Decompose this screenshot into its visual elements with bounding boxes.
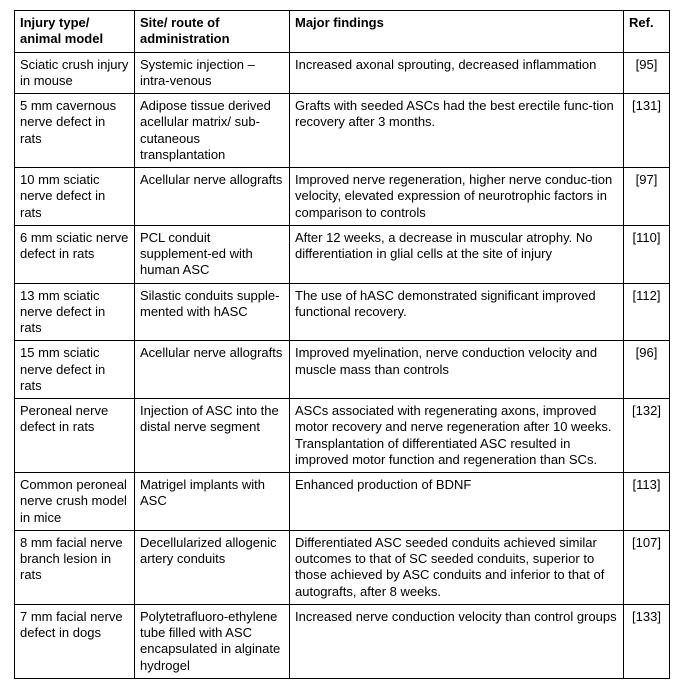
cell-site: Silastic conduits supple-mented with hAS…	[135, 283, 290, 341]
cell-site: Adipose tissue derived acellular matrix/…	[135, 94, 290, 168]
cell-findings: Improved nerve regeneration, higher nerv…	[290, 168, 624, 226]
cell-model: 5 mm cavernous nerve defect in rats	[15, 94, 135, 168]
cell-site: Acellular nerve allografts	[135, 168, 290, 226]
cell-model: Peroneal nerve defect in rats	[15, 399, 135, 473]
cell-findings: The use of hASC demonstrated significant…	[290, 283, 624, 341]
cell-site: Acellular nerve allografts	[135, 341, 290, 399]
cell-model: Common peroneal nerve crush model in mic…	[15, 473, 135, 531]
cell-ref: [107]	[624, 530, 670, 604]
cell-findings: Improved myelination, nerve conduction v…	[290, 341, 624, 399]
table-row: 7 mm facial nerve defect in dogsPolytetr…	[15, 604, 670, 678]
cell-findings: ASCs associated with regenerating axons,…	[290, 399, 624, 473]
table-row: 6 mm sciatic nerve defect in ratsPCL con…	[15, 225, 670, 283]
cell-ref: [132]	[624, 399, 670, 473]
table-row: Sciatic crush injury in mouseSystemic in…	[15, 52, 670, 94]
col-header-site: Site/ route of administration	[135, 11, 290, 53]
table-row: 8 mm facial nerve branch lesion in ratsD…	[15, 530, 670, 604]
table-row: Common peroneal nerve crush model in mic…	[15, 473, 670, 531]
cell-model: 10 mm sciatic nerve defect in rats	[15, 168, 135, 226]
table-body: Sciatic crush injury in mouseSystemic in…	[15, 52, 670, 678]
cell-findings: Increased nerve conduction velocity than…	[290, 604, 624, 678]
table-row: 5 mm cavernous nerve defect in ratsAdipo…	[15, 94, 670, 168]
cell-findings: Enhanced production of BDNF	[290, 473, 624, 531]
cell-ref: [96]	[624, 341, 670, 399]
cell-findings: After 12 weeks, a decrease in muscular a…	[290, 225, 624, 283]
cell-site: Decellularized allogenic artery conduits	[135, 530, 290, 604]
cell-site: Polytetrafluoro-ethylene tube filled wit…	[135, 604, 290, 678]
cell-model: 8 mm facial nerve branch lesion in rats	[15, 530, 135, 604]
col-header-findings: Major findings	[290, 11, 624, 53]
cell-model: 6 mm sciatic nerve defect in rats	[15, 225, 135, 283]
cell-model: Sciatic crush injury in mouse	[15, 52, 135, 94]
cell-site: Matrigel implants with ASC	[135, 473, 290, 531]
table-head: Injury type/ animal model Site/ route of…	[15, 11, 670, 53]
table-row: 13 mm sciatic nerve defect in ratsSilast…	[15, 283, 670, 341]
cell-model: 7 mm facial nerve defect in dogs	[15, 604, 135, 678]
cell-model: 13 mm sciatic nerve defect in rats	[15, 283, 135, 341]
cell-ref: [131]	[624, 94, 670, 168]
col-header-ref: Ref.	[624, 11, 670, 53]
study-table: Injury type/ animal model Site/ route of…	[14, 10, 670, 679]
cell-findings: Differentiated ASC seeded conduits achie…	[290, 530, 624, 604]
table-container: Injury type/ animal model Site/ route of…	[0, 0, 684, 693]
cell-findings: Grafts with seeded ASCs had the best ere…	[290, 94, 624, 168]
cell-ref: [112]	[624, 283, 670, 341]
cell-model: 15 mm sciatic nerve defect in rats	[15, 341, 135, 399]
table-row: Peroneal nerve defect in ratsInjection o…	[15, 399, 670, 473]
cell-ref: [113]	[624, 473, 670, 531]
cell-findings: Increased axonal sprouting, decreased in…	[290, 52, 624, 94]
cell-ref: [97]	[624, 168, 670, 226]
cell-site: Systemic injection – intra-venous	[135, 52, 290, 94]
table-row: 10 mm sciatic nerve defect in ratsAcellu…	[15, 168, 670, 226]
cell-site: Injection of ASC into the distal nerve s…	[135, 399, 290, 473]
table-row: 15 mm sciatic nerve defect in ratsAcellu…	[15, 341, 670, 399]
cell-ref: [133]	[624, 604, 670, 678]
cell-site: PCL conduit supplement-ed with human ASC	[135, 225, 290, 283]
table-header-row: Injury type/ animal model Site/ route of…	[15, 11, 670, 53]
cell-ref: [110]	[624, 225, 670, 283]
col-header-model: Injury type/ animal model	[15, 11, 135, 53]
cell-ref: [95]	[624, 52, 670, 94]
